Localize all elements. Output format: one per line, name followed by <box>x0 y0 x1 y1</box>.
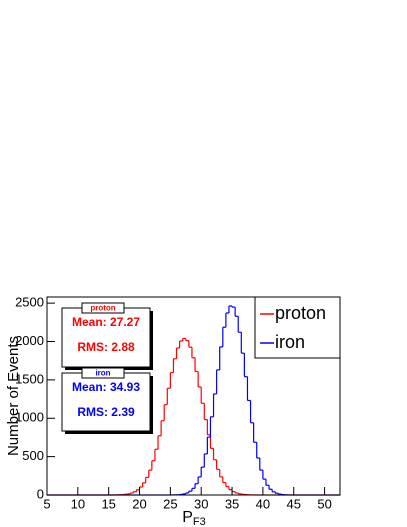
x-axis-label: PF3 <box>182 509 206 527</box>
x-tick-label: 30 <box>194 496 208 511</box>
stats-title: iron <box>95 369 110 378</box>
x-tick-label: 15 <box>101 496 115 511</box>
stats-box <box>61 307 151 368</box>
stats-title-box <box>81 367 125 379</box>
y-tick-label: 2000 <box>15 333 44 348</box>
y-axis-label: Number of Events <box>5 336 22 456</box>
y-tick-label: 1000 <box>15 410 44 425</box>
x-axis-label-sub: F3 <box>193 516 206 527</box>
y-tick-label: 0 <box>37 486 44 501</box>
plot-frame <box>46 296 341 496</box>
y-tick-label: 1500 <box>15 371 44 386</box>
stats-rms: RMS: 2.39 <box>77 405 135 419</box>
x-tick-label: 40 <box>256 496 270 511</box>
x-axis-label-main: P <box>182 509 193 526</box>
stats-mean: Mean: 34.93 <box>72 380 140 394</box>
stats-title: proton <box>90 304 115 313</box>
y-tick-label: 500 <box>22 448 44 463</box>
x-tick-label: 25 <box>163 496 177 511</box>
x-tick-label: 20 <box>132 496 146 511</box>
y-tick-label: 2500 <box>15 295 44 310</box>
stats-rms: RMS: 2.88 <box>77 340 135 354</box>
x-tick-label: 10 <box>71 496 85 511</box>
legend-label: proton <box>275 303 326 323</box>
x-tick-label: 50 <box>317 496 331 511</box>
stats-title-box <box>81 302 125 314</box>
x-tick-label: 45 <box>287 496 301 511</box>
x-tick-label: 35 <box>225 496 239 511</box>
stats-box <box>61 372 151 432</box>
legend-box <box>254 296 341 359</box>
x-tick-label: 5 <box>43 496 50 511</box>
stats-mean: Mean: 27.27 <box>72 315 140 329</box>
legend-label: iron <box>275 332 305 352</box>
